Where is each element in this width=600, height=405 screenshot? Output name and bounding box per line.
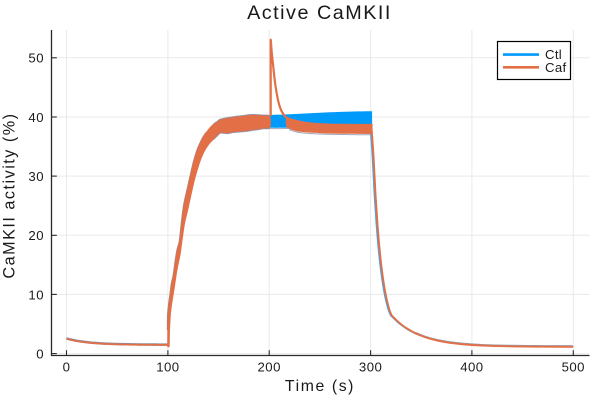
svg-text:50: 50 (28, 51, 44, 66)
svg-text:Ctl: Ctl (545, 47, 562, 62)
svg-text:400: 400 (460, 360, 483, 375)
svg-text:Caf: Caf (545, 60, 566, 75)
svg-text:200: 200 (258, 360, 281, 375)
svg-text:30: 30 (28, 169, 44, 184)
svg-text:CaMKII activity (%): CaMKII activity (%) (1, 112, 19, 278)
svg-text:10: 10 (28, 287, 44, 302)
svg-text:100: 100 (156, 360, 179, 375)
svg-text:500: 500 (562, 360, 585, 375)
svg-text:Time (s): Time (s) (285, 378, 355, 395)
svg-text:300: 300 (359, 360, 382, 375)
svg-text:Active CaMKII: Active CaMKII (247, 2, 392, 24)
svg-text:20: 20 (28, 228, 44, 243)
svg-text:40: 40 (28, 110, 44, 125)
svg-text:0: 0 (63, 360, 71, 375)
svg-text:0: 0 (36, 347, 44, 362)
